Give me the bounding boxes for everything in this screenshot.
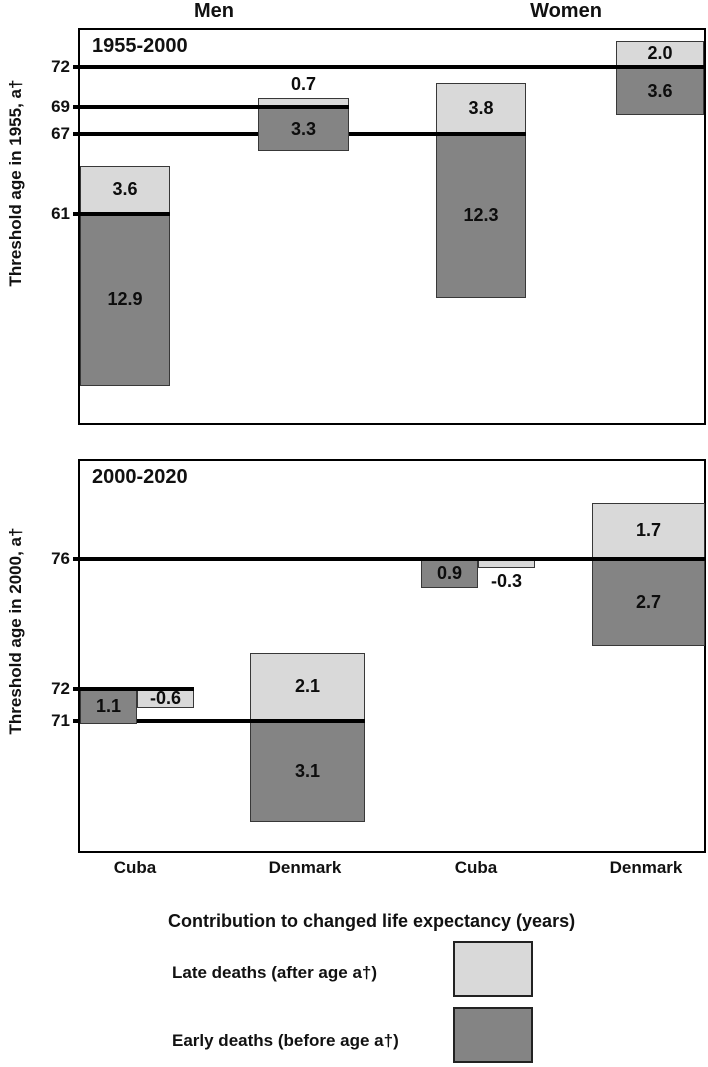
bar-early-deaths-denmark-women [616,67,704,116]
panel-1955-2000: 1955-2000 12.9 3.6 3.3 0.7 12.3 3.8 3.6 2.0 72 69… [51,28,706,425]
threshold-line-overlay-denmark-women [616,65,704,70]
bar-late-deaths-cuba-men [80,165,170,214]
value-label-late-cuba-men: 3.6 [112,179,138,200]
value-label-early-denmark-women: 3.6 [647,80,673,101]
y-axis-title-top: Threshold age in 1955, a† [6,79,25,287]
value-label-early-cuba-men: 12.9 [107,289,143,310]
y-tick-72: 72 [51,57,70,77]
y-tick-67: 67 [51,123,70,143]
column-header-women: Women [530,0,602,22]
value-label-late-cuba-men: -0.6 [149,687,182,708]
column-header-men: Men [194,0,234,22]
y-tick-71: 71 [51,711,70,730]
threshold-line-overlay-cuba-women [436,131,526,136]
value-label-early-cuba-women: 12.3 [463,205,499,226]
x-label-denmark-men: Denmark [268,858,342,877]
value-label-late-denmark-women: 1.7 [635,520,662,541]
bar-early-deaths-cuba-men [80,213,170,386]
value-label-early-cuba-men: 1.1 [95,695,122,716]
period-label-top: 1955-2000 [92,35,188,57]
bar-late-deaths-denmark-women [592,503,705,559]
legend-label-late-deaths: Late deaths (after age a†) [172,963,378,982]
bar-early-deaths-denmark-women [592,558,705,647]
threshold-line-overlay-denmark-men [250,719,365,723]
value-label-early-denmark-men: 3.3 [290,118,317,139]
value-label-early-denmark-women: 2.7 [635,591,662,612]
threshold-line-denmark-women [73,65,704,70]
y-axis-title-bottom: Threshold age in 2000, a† [6,527,25,735]
x-label-denmark-women: Denmark [609,858,683,877]
value-label-late-cuba-women: 3.8 [468,98,494,119]
value-label-late-denmark-men: 2.1 [294,676,321,697]
value-label-late-denmark-men: 0.7 [290,74,317,95]
y-tick-72: 72 [51,678,70,698]
value-label-late-denmark-women: 2.0 [647,43,673,64]
x-label-cuba-women: Cuba [454,858,498,877]
x-label-cuba-men: Cuba [113,858,157,877]
panel-2000-2020: 2000-2020 1.1 -0.6 3.1 2.1 0.9 -0.3 2.7 1.7 76 72… [51,459,706,853]
legend-swatch-early-deaths [453,1007,533,1063]
bar-late-deaths-denmark-women [616,40,704,68]
legend-title: Contribution to changed life expectancy … [168,911,576,931]
plot-area-top: 12.9 3.6 3.3 0.7 12.3 3.8 3.6 2.0 72 69 67 61 [51,30,704,423]
bar-early-deaths-denmark-men [250,721,365,822]
y-tick-69: 69 [51,97,70,117]
legend-label-early-deaths: Early deaths (before age a†) [172,1031,399,1050]
y-tick-76: 76 [51,548,70,568]
value-label-early-cuba-women: 0.9 [436,562,463,583]
bar-late-deaths-denmark-men [250,652,365,721]
legend-swatch-late-deaths [453,941,533,997]
y-tick-61: 61 [51,203,70,223]
value-label-early-denmark-men: 3.1 [294,760,321,781]
threshold-line-overlay-cuba-women [421,556,535,561]
value-label-late-cuba-women: -0.3 [490,570,523,591]
bar-early-deaths-cuba-men [80,688,137,725]
plot-area-bottom: 1.1 -0.6 3.1 2.1 0.9 -0.3 2.7 1.7 76 72 71 [51,461,705,851]
period-label-bottom: 2000-2020 [92,466,188,488]
threshold-line-overlay-denmark-men [258,105,349,110]
threshold-line-overlay-denmark-women [592,556,705,561]
bar-early-deaths-cuba-women [436,133,526,298]
threshold-line-overlay-cuba-men [80,686,194,691]
threshold-line-denmark-women [73,556,705,561]
threshold-line-denmark-men [73,719,365,723]
threshold-line-denmark-men [73,105,349,110]
threshold-line-overlay-cuba-men [80,211,170,216]
